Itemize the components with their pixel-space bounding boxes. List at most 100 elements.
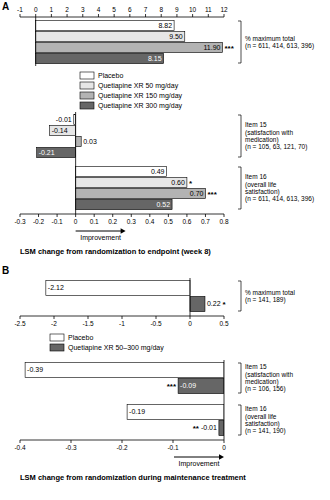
data-labels: -2.120.22* [48, 284, 227, 309]
category-line: (n = 105, 63, 121, 70) [245, 143, 307, 151]
tick-label: -0.1 [167, 444, 179, 451]
legend-label: Placebo [68, 334, 93, 341]
bar [76, 177, 187, 187]
data-label: 8.82 [158, 22, 172, 29]
legend-label: Quetiapine XR 300 mg/day [98, 102, 183, 110]
tick-mark [186, 214, 187, 217]
bar [190, 296, 205, 311]
legend-swatch [80, 102, 94, 109]
tick-label: -1.5 [82, 320, 94, 327]
tick-label: 11 [205, 6, 212, 13]
bar [36, 42, 223, 52]
data-label: 0.03 [83, 138, 97, 145]
data-label: -0.01 [201, 424, 217, 431]
annotation: Improvement [179, 460, 220, 468]
bar [46, 280, 190, 295]
tick-label: 0 [188, 320, 192, 327]
tick-mark [173, 440, 174, 443]
category-line: (n = 141, 190) [245, 427, 286, 435]
arrow-shaft [76, 231, 122, 232]
tick-mark [71, 440, 72, 443]
data-label: 11.90 [203, 44, 220, 51]
significance: *** [167, 382, 177, 391]
category-label: Item 16(overall lifesatisfaction)(n = 61… [245, 173, 314, 203]
bracket [238, 21, 241, 63]
tick-mark [88, 316, 89, 319]
legend-label: Quetiapine XR 150 mg/day [98, 92, 183, 100]
tick-label: 12 [220, 6, 228, 13]
tick-label: 5 [112, 6, 116, 13]
data-label: 0.49 [151, 168, 165, 175]
category-line: Item 15 [245, 121, 267, 128]
tick-label: 9 [175, 6, 179, 13]
bracket [238, 281, 241, 311]
tick-mark [192, 14, 193, 17]
tick-label: 6 [128, 6, 132, 13]
bars [37, 114, 206, 209]
legend-swatch [50, 344, 64, 351]
data-label: 0.52 [156, 201, 170, 208]
data-label: 9.50 [169, 33, 183, 40]
tick-mark [156, 316, 157, 319]
significance: * [223, 300, 227, 309]
tick-label: 0.8 [219, 218, 228, 225]
legend-label: Placebo [98, 72, 123, 79]
axis-title: LSM change from randomization during mai… [20, 473, 246, 482]
tick-label: 1 [50, 6, 54, 13]
arrow-shaft [174, 457, 220, 458]
bar [178, 378, 224, 393]
tick-mark [176, 14, 177, 17]
bracket [238, 115, 241, 157]
data-label: 8.15 [148, 55, 162, 62]
bar [36, 31, 185, 41]
category-line: Item 16 [245, 405, 267, 412]
significance: *** [207, 190, 217, 199]
zero-line [190, 278, 191, 316]
tick-label: 0 [222, 444, 226, 451]
tick-label: 0.2 [108, 218, 117, 225]
category-line: (n = 611, 414, 613, 396) [245, 195, 314, 203]
tick-mark [114, 14, 115, 17]
significance: * [189, 179, 193, 188]
axis-line [20, 214, 224, 215]
category-label: Item 15(satisfaction withmedication)(n =… [245, 121, 307, 151]
zero-line [224, 360, 225, 440]
tick-label: 0.3 [127, 218, 136, 225]
tick-label: -0.4 [14, 444, 26, 451]
zero-line [35, 17, 36, 66]
tick-mark [54, 316, 55, 319]
category-line: Item 15 [245, 363, 267, 370]
tick-label: 8 [159, 6, 163, 13]
tick-label: 0.6 [182, 218, 191, 225]
bar [76, 188, 206, 198]
bar [50, 125, 76, 135]
tick-mark [122, 440, 123, 443]
data-label: -0.39 [27, 366, 43, 373]
arrow-head [219, 454, 224, 460]
data-labels: 8.829.5011.90***8.15 [148, 22, 235, 62]
tick-label: -0.3 [65, 444, 77, 451]
tick-mark [149, 214, 150, 217]
tick-label: 0.4 [145, 218, 154, 225]
bar [76, 199, 172, 209]
tick-mark [82, 14, 83, 17]
bars [25, 362, 224, 435]
tick-mark [168, 214, 169, 217]
data-label: -0.01 [56, 116, 72, 123]
tick-mark [190, 316, 191, 319]
tick-label: -0.1 [51, 218, 63, 225]
category-line: (n = 611, 414, 613, 396) [245, 42, 314, 50]
tick-label: -2 [51, 320, 57, 327]
legend-label: Quetiapine XR 50 mg/day [98, 82, 179, 90]
legend-swatch [50, 334, 64, 341]
tick-label: 0.7 [201, 218, 210, 225]
data-label: 0.60 [171, 179, 185, 186]
tick-mark [112, 214, 113, 217]
category-line: % maximum total [245, 35, 295, 42]
tick-label: 7 [144, 6, 148, 13]
zero-line [75, 112, 76, 214]
bar [127, 404, 224, 419]
category-label: % maximum total(n = 141, 189) [245, 289, 295, 304]
tick-mark [131, 214, 132, 217]
tick-mark [20, 14, 21, 17]
